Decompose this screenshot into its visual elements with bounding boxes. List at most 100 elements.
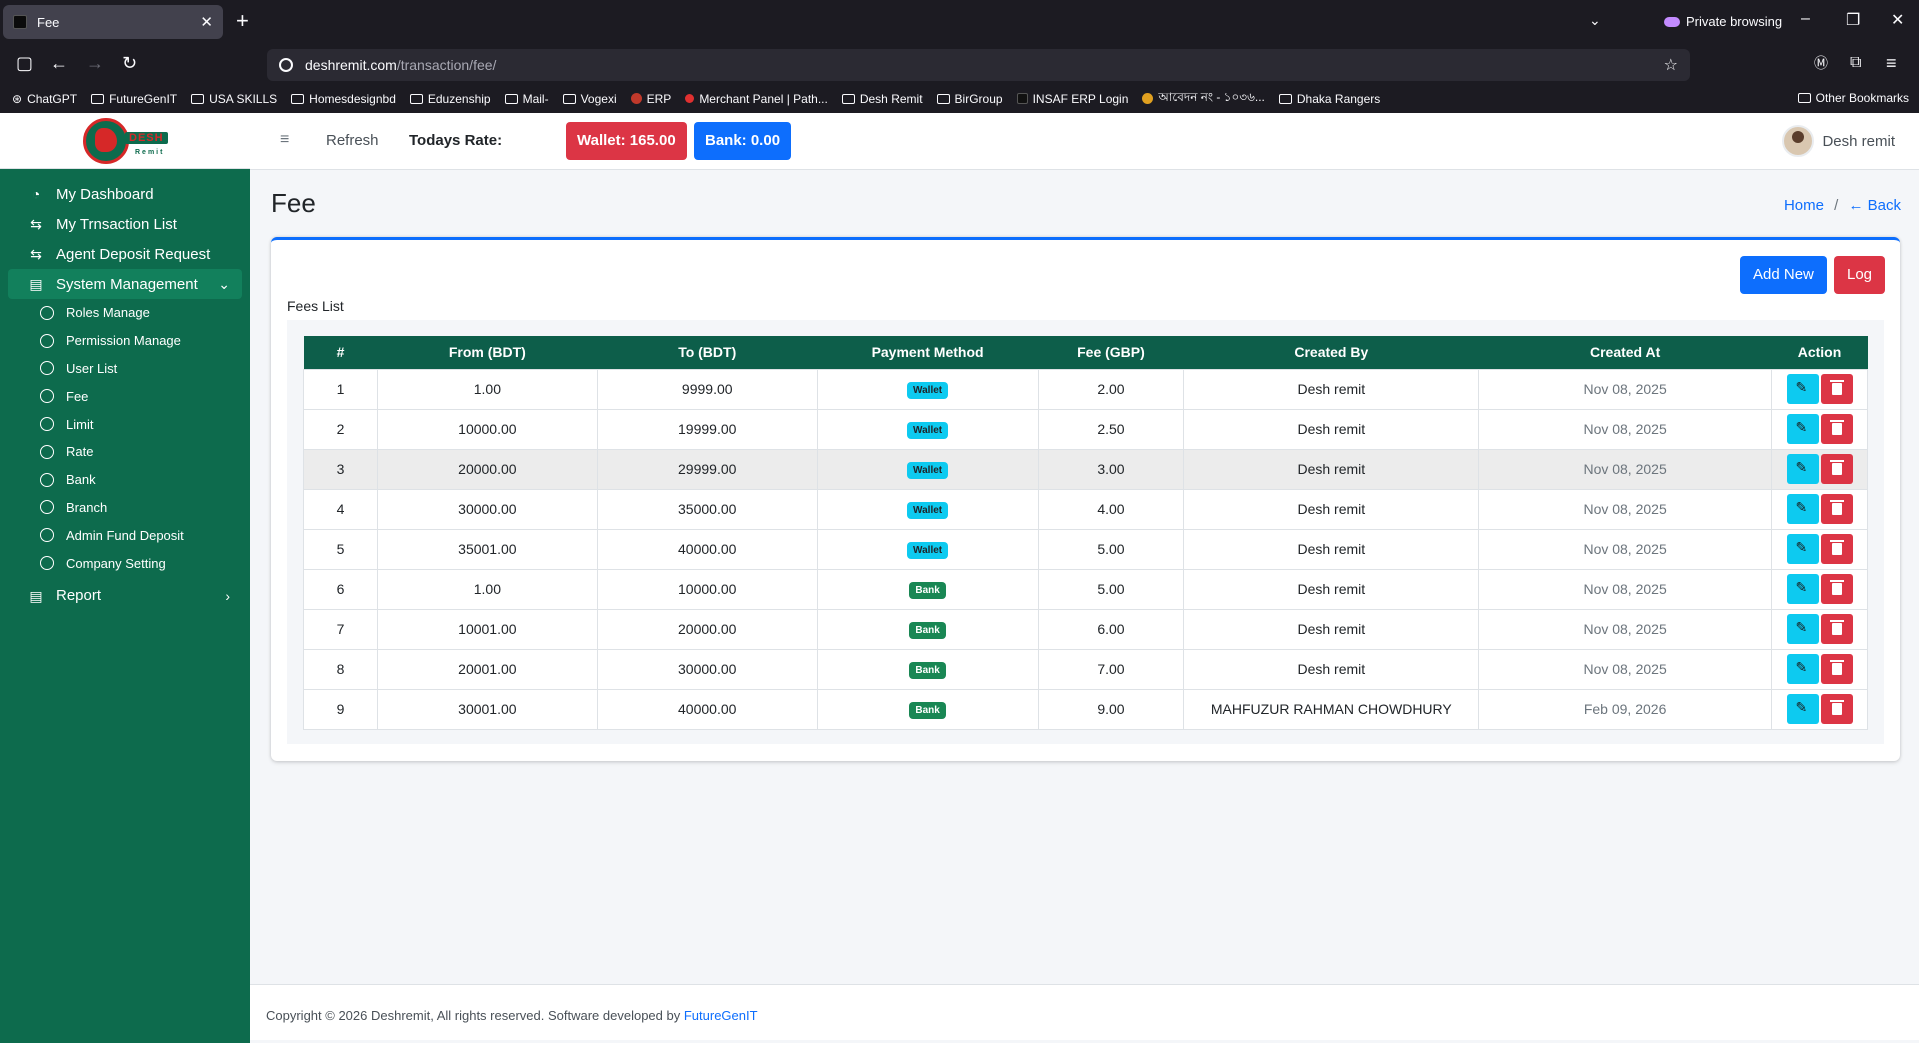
other-bookmarks[interactable]: Other Bookmarks (1797, 91, 1909, 105)
sidebar-subitem-branch[interactable]: Branch (0, 494, 250, 522)
created-by: Desh remit (1183, 568, 1480, 610)
browser-tab[interactable]: Fee ✕ (3, 5, 223, 39)
bookmark-item[interactable]: ERP (630, 92, 671, 106)
sidebar-subitem-bank[interactable]: Bank (0, 466, 250, 494)
bookmark-item[interactable]: USA SKILLS (191, 92, 277, 106)
edit-pencil-icon[interactable] (1786, 534, 1819, 564)
edit-pencil-icon[interactable] (1786, 574, 1819, 604)
breadcrumb-home-link[interactable]: Home (1783, 197, 1824, 214)
bookmark-item[interactable]: FutureGenIT (91, 92, 177, 106)
delete-trash-icon[interactable] (1820, 694, 1853, 724)
payment-method-cell: Wallet (816, 488, 1039, 530)
fee-amount: 5.00 (1037, 568, 1185, 610)
user-menu[interactable]: Desh remit (1782, 125, 1895, 157)
created-at: Nov 08, 2025 (1478, 368, 1772, 410)
sidebar-subitem-permission[interactable]: Permission Manage (0, 327, 250, 355)
sidebar-item-transactions[interactable]: ⇆ My Trnsaction List (8, 209, 242, 239)
created-at: Nov 08, 2025 (1478, 568, 1772, 610)
extensions-icon[interactable]: ⧉ (1850, 54, 1862, 71)
bookmark-star-icon[interactable]: ☆ (1663, 57, 1678, 74)
edit-pencil-icon[interactable] (1786, 414, 1819, 444)
to-amount: 40000.00 (596, 688, 818, 730)
hamburger-icon[interactable]: ≡ (280, 131, 290, 148)
close-tab-icon[interactable]: ✕ (200, 14, 213, 31)
bookmark-item[interactable]: ⊛ ChatGPT (12, 91, 78, 106)
sidebar-item-report[interactable]: ▤ Report › (8, 581, 242, 611)
bookmark-item[interactable]: Desh Remit (841, 92, 923, 106)
site-info-icon[interactable] (279, 58, 293, 72)
payment-method-cell: Bank (816, 608, 1039, 650)
sidebar-item-label: Report (56, 587, 102, 605)
delete-trash-icon[interactable] (1820, 654, 1853, 684)
edit-pencil-icon[interactable] (1786, 614, 1819, 644)
table-container: # From (BDT) To (BDT) Payment Method Fee… (287, 320, 1884, 744)
add-new-button[interactable]: Add New (1740, 256, 1827, 294)
column-header: Payment Method (817, 336, 1038, 369)
developer-link[interactable]: FutureGenIT (683, 1008, 758, 1023)
restore-icon[interactable]: ❐ (1846, 12, 1861, 29)
transfer-icon: ⇆ (30, 246, 42, 262)
delete-trash-icon[interactable] (1820, 494, 1853, 524)
log-button[interactable]: Log (1834, 256, 1886, 294)
menu-icon[interactable]: ≡ (1886, 53, 1897, 73)
bookmark-item[interactable]: Vogexi (562, 92, 617, 106)
sidebar-item-dashboard[interactable]: ◔ My Dashboard (8, 179, 242, 209)
column-header: To (BDT) (597, 336, 818, 369)
address-bar[interactable]: deshremit.com/transaction/fee/ ☆ (267, 49, 1690, 81)
back-link[interactable]: ← Back (1848, 197, 1901, 214)
sidebar-item-system-management[interactable]: ▤ System Management ⌄ (8, 269, 242, 299)
delete-trash-icon[interactable] (1820, 574, 1853, 604)
created-by: Desh remit (1183, 488, 1480, 530)
edit-pencil-icon[interactable] (1786, 654, 1819, 684)
delete-trash-icon[interactable] (1820, 534, 1853, 564)
table-row: 2 10000.00 19999.00 Wallet 2.50 Desh remit Nov… (303, 408, 1868, 450)
sidebar-subitem-fee[interactable]: Fee (0, 382, 250, 410)
bookmark-item[interactable]: Dhaka Rangers (1278, 92, 1380, 106)
edit-pencil-icon[interactable] (1786, 694, 1819, 724)
delete-trash-icon[interactable] (1820, 454, 1853, 484)
sidebar-subitem-roles[interactable]: Roles Manage (0, 299, 250, 327)
bookmark-item[interactable]: আবেদন নং - ১০৩৬... (1142, 89, 1265, 109)
logo-brand: DESH (125, 131, 168, 144)
edit-pencil-icon[interactable] (1786, 494, 1819, 524)
fee-amount: 7.00 (1037, 648, 1185, 690)
action-cell (1771, 688, 1868, 730)
sidebar-subitem-user-list[interactable]: User List (0, 355, 250, 383)
refresh-link[interactable]: Refresh (326, 132, 379, 149)
folder-icon (91, 93, 105, 104)
bookmark-item[interactable]: BirGroup (936, 92, 1003, 106)
account-icon[interactable]: Ⓜ (1814, 55, 1828, 71)
edit-pencil-icon[interactable] (1786, 374, 1819, 404)
folder-icon (409, 93, 423, 104)
sidebar-item-agent-deposit[interactable]: ⇆ Agent Deposit Request (8, 239, 242, 269)
circle-icon (40, 556, 54, 571)
bookmark-item[interactable]: INSAF ERP Login (1016, 92, 1128, 106)
back-arrow-icon[interactable]: ← (50, 53, 68, 73)
sidebar-subitem-company-setting[interactable]: Company Setting (0, 549, 250, 577)
sidebar-subitem-admin-fund[interactable]: Admin Fund Deposit (0, 521, 250, 549)
created-by: MAHFUZUR RAHMAN CHOWDHURY (1183, 688, 1480, 730)
delete-trash-icon[interactable] (1820, 414, 1853, 444)
reload-icon[interactable]: ↻ (122, 53, 138, 73)
created-at: Nov 08, 2025 (1478, 488, 1772, 530)
bookmark-item[interactable]: Merchant Panel | Path... (685, 92, 828, 106)
new-tab-icon[interactable]: + (236, 8, 249, 33)
delete-trash-icon[interactable] (1820, 374, 1853, 404)
to-amount: 40000.00 (596, 528, 818, 570)
edit-pencil-icon[interactable] (1786, 454, 1819, 484)
bookmark-item[interactable]: Homesdesignbd (291, 92, 396, 106)
from-amount: 10001.00 (376, 608, 598, 650)
delete-trash-icon[interactable] (1820, 614, 1853, 644)
forward-arrow-icon[interactable]: → (86, 53, 104, 73)
sidebar-subitem-rate[interactable]: Rate (0, 438, 250, 466)
bookmark-item[interactable]: Eduzenship (409, 92, 491, 106)
window-close-icon[interactable]: ✕ (1891, 12, 1905, 29)
logo-brand-sub: Remit (135, 148, 165, 156)
bookmark-item[interactable]: Mail- (504, 92, 549, 106)
minimize-icon[interactable]: – (1801, 10, 1810, 27)
sidebar-subitem-limit[interactable]: Limit (0, 410, 250, 438)
logo-area[interactable]: DESH Remit (0, 113, 250, 169)
chevron-down-icon[interactable]: ⌄ (1589, 12, 1601, 28)
created-by: Desh remit (1183, 448, 1480, 490)
sidebar-toggle-icon[interactable]: ▢ (16, 53, 34, 73)
